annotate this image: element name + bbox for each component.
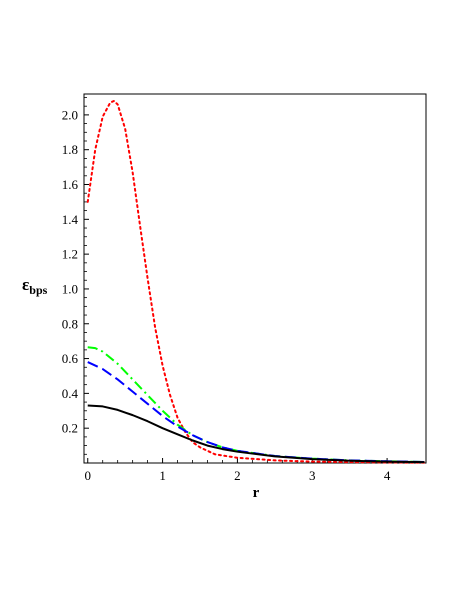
y-tick-label: 1.0	[62, 281, 78, 296]
series-line-2	[87, 346, 425, 463]
series-line-4	[87, 404, 425, 464]
y-tick-label: 1.4	[62, 212, 79, 227]
series-line-3	[87, 361, 425, 463]
y-tick-label: 1.8	[62, 142, 78, 157]
plot-frame	[83, 93, 427, 464]
y-axis-label-main: ε	[22, 275, 29, 294]
x-tick-label: 3	[309, 468, 316, 483]
y-tick-label: 0.8	[62, 316, 78, 331]
x-tick-label: 2	[234, 468, 241, 483]
x-axis-label: r	[253, 485, 260, 501]
y-tick-label: 0.2	[62, 421, 78, 436]
series-line-1	[86, 99, 426, 464]
series-group	[86, 99, 426, 464]
x-tick-label: 1	[159, 468, 166, 483]
y-tick-label: 0.4	[62, 386, 79, 401]
y-tick-label: 0.6	[62, 351, 79, 366]
y-tick-label: 1.2	[62, 247, 78, 262]
y-tick-label: 1.6	[62, 177, 79, 192]
x-tick-label: 4	[384, 468, 391, 483]
y-tick-label: 2.0	[62, 107, 78, 122]
x-tick-label: 0	[84, 468, 91, 483]
y-ticks: 0.2 0.4 0.6 0.8 1.0 1.2 1.4 1.6 1.8 2.0	[62, 97, 89, 455]
y-axis-label: εbps	[22, 275, 48, 297]
y-axis-label-sub: bps	[29, 283, 47, 297]
